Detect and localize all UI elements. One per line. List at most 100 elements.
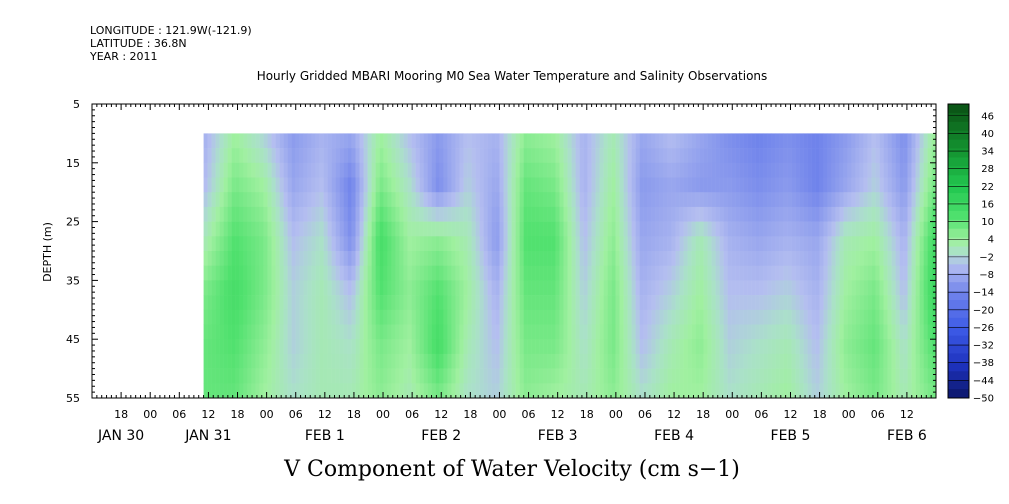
colorbar-label: 28 bbox=[981, 164, 994, 175]
x-tick-label: 00 bbox=[376, 408, 390, 421]
colorbar-band bbox=[948, 326, 969, 337]
x-tick-label: 06 bbox=[754, 408, 768, 421]
colorbar-band bbox=[948, 130, 969, 141]
colorbar-band bbox=[948, 273, 969, 283]
colorbar-band bbox=[948, 335, 969, 345]
x-tick-label: 12 bbox=[434, 408, 448, 421]
colorbar-band bbox=[948, 246, 969, 256]
x-day-label: FEB 4 bbox=[654, 428, 694, 444]
x-tick-label: 06 bbox=[522, 408, 536, 421]
x-tick-label: 00 bbox=[143, 408, 157, 421]
x-tick-label: 06 bbox=[405, 408, 419, 421]
x-tick-label: 12 bbox=[551, 408, 565, 421]
x-tick-label: 06 bbox=[172, 408, 186, 421]
colorbar-band bbox=[948, 193, 969, 203]
colorbar-band bbox=[948, 184, 969, 194]
x-tick-label: 12 bbox=[318, 408, 332, 421]
y-tick-label: 35 bbox=[66, 274, 80, 287]
x-tick-label: 06 bbox=[638, 408, 652, 421]
x-tick-label: 00 bbox=[260, 408, 274, 421]
colorbar-band bbox=[948, 148, 969, 158]
x-tick-label: 18 bbox=[696, 408, 710, 421]
x-tick-label: 12 bbox=[667, 408, 681, 421]
colorbar-band bbox=[948, 264, 969, 274]
x-tick-label: 18 bbox=[463, 408, 477, 421]
x-tick-label: 12 bbox=[783, 408, 797, 421]
y-tick-label: 15 bbox=[66, 157, 80, 170]
x-day-label: FEB 1 bbox=[305, 428, 345, 444]
colorbar-label: −50 bbox=[973, 394, 994, 405]
x-tick-label: 18 bbox=[347, 408, 361, 421]
longitude-label: LONGITUDE : 121.9W(-121.9) bbox=[90, 24, 252, 37]
latitude-label: LATITUDE : 36.8N bbox=[90, 37, 187, 50]
colorbar-band bbox=[948, 282, 969, 292]
colorbar-label: −26 bbox=[973, 323, 994, 334]
colorbar-band bbox=[948, 317, 969, 328]
y-axis-label: DEPTH (m) bbox=[41, 222, 54, 282]
colorbar: 46 40 34 28 22 16 10 4 −2 −8 −14 −20 −26 −32 −38 −44 −50 bbox=[947, 103, 994, 405]
x-tick-label: 06 bbox=[289, 408, 303, 421]
x-tick-label: 18 bbox=[231, 408, 245, 421]
y-tick-label: 25 bbox=[66, 216, 80, 229]
colorbar-band bbox=[948, 353, 969, 363]
colorbar-band bbox=[948, 237, 969, 247]
colorbar-band bbox=[948, 255, 969, 265]
colorbar-band bbox=[948, 157, 969, 167]
x-day-label: JAN 31 bbox=[184, 428, 231, 444]
colorbar-band bbox=[948, 291, 969, 301]
year-label: YEAR : 2011 bbox=[89, 50, 158, 63]
x-tick-label: 00 bbox=[842, 408, 856, 421]
colorbar-band bbox=[948, 371, 969, 381]
colorbar-label: 16 bbox=[981, 199, 994, 210]
colorbar-label: 40 bbox=[981, 129, 994, 140]
y-tick-label: 5 bbox=[73, 98, 80, 111]
colorbar-label: 34 bbox=[981, 147, 994, 158]
colorbar-label: 10 bbox=[981, 217, 994, 228]
x-tick-label: 18 bbox=[580, 408, 594, 421]
x-tick-label: 00 bbox=[492, 408, 506, 421]
colorbar-label: −44 bbox=[973, 376, 994, 387]
colorbar-label: −2 bbox=[979, 252, 994, 263]
colorbar-label: 22 bbox=[981, 182, 994, 193]
colorbar-band bbox=[948, 202, 969, 212]
x-tick-label: 06 bbox=[871, 408, 885, 421]
colorbar-band bbox=[948, 166, 969, 176]
x-day-label: FEB 5 bbox=[771, 428, 811, 444]
colorbar-label: 46 bbox=[981, 111, 994, 122]
colorbar-label: −38 bbox=[973, 358, 994, 369]
colorbar-band bbox=[948, 389, 969, 399]
colorbar-label: −20 bbox=[973, 305, 994, 316]
colorbar-band bbox=[948, 308, 969, 319]
colorbar-label: −8 bbox=[979, 270, 994, 281]
colorbar-band bbox=[948, 104, 969, 114]
y-tick-label: 45 bbox=[66, 333, 80, 346]
x-axis: 18 00 06 12 18 00 06 12 18 00 06 12 18 00 06 12 18 00 06 12… bbox=[91, 104, 937, 444]
y-axis: 5 15 25 35 45 55 bbox=[66, 98, 936, 405]
colorbar-band bbox=[948, 228, 969, 239]
colorbar-band bbox=[948, 175, 969, 185]
x-day-label: FEB 3 bbox=[538, 428, 578, 444]
colorbar-band bbox=[948, 380, 969, 390]
colorbar-band bbox=[948, 219, 969, 230]
colorbar-band bbox=[948, 362, 969, 372]
x-tick-label: 12 bbox=[201, 408, 215, 421]
colorbar-band bbox=[948, 300, 969, 310]
colorbar-band bbox=[948, 139, 969, 149]
x-day-label: JAN 30 bbox=[97, 428, 144, 444]
x-tick-label: 00 bbox=[609, 408, 623, 421]
colorbar-band bbox=[948, 112, 969, 123]
x-tick-label: 12 bbox=[900, 408, 914, 421]
colorbar-label: 4 bbox=[988, 235, 994, 246]
x-tick-label: 00 bbox=[725, 408, 739, 421]
colorbar-label: −14 bbox=[973, 288, 994, 299]
colorbar-band bbox=[948, 121, 969, 132]
x-axis-title: V Component of Water Velocity (cm s−1) bbox=[283, 457, 740, 482]
heatmap-fill bbox=[203, 133, 937, 399]
y-tick-label: 55 bbox=[66, 392, 80, 405]
colorbar-band bbox=[948, 344, 969, 354]
colorbar-label: −32 bbox=[973, 341, 994, 352]
x-tick-label: 18 bbox=[813, 408, 827, 421]
x-tick-label: 18 bbox=[114, 408, 128, 421]
chart-title: Hourly Gridded MBARI Mooring M0 Sea Wate… bbox=[257, 69, 768, 83]
